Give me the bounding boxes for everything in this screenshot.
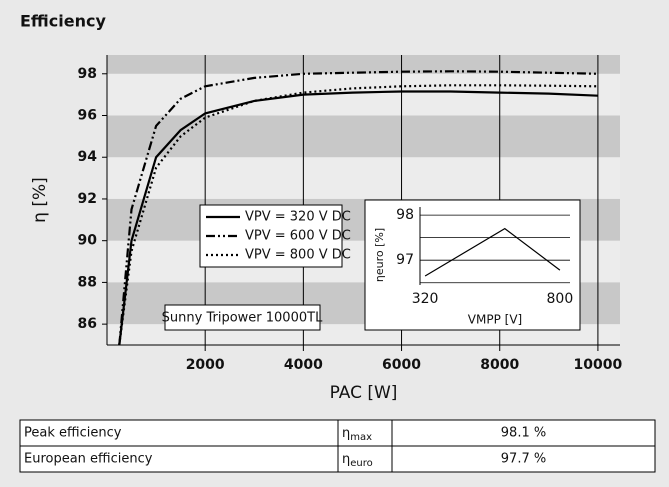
y-tick-label: 94 — [78, 149, 98, 165]
inset-x-tick-label: 800 — [547, 291, 574, 307]
legend-label: VPV = 600 V DC — [245, 229, 351, 244]
row-label: European efficiency — [24, 452, 153, 467]
symbol: η — [342, 452, 350, 467]
row-symbol: ηmax — [342, 426, 372, 444]
inset-x-label: VMPP [V] — [468, 313, 522, 327]
row-value: 97.7 % — [501, 452, 546, 467]
x-tick-label: 8000 — [480, 357, 519, 373]
subscript: euro — [350, 458, 373, 469]
series-line — [424, 227, 561, 277]
series-line — [118, 90, 598, 345]
legend-label: VPV = 800 V DC — [245, 248, 351, 263]
y-tick-label: 98 — [78, 66, 97, 82]
inset-y-label: ηeuro [%] — [373, 228, 386, 282]
y-tick-label: 90 — [78, 233, 98, 249]
y-axis-label: η [%] — [30, 177, 50, 223]
legend-label: VPV = 320 V DC — [245, 210, 351, 225]
symbol: η — [342, 426, 350, 441]
subscript: max — [350, 432, 372, 443]
y-tick-label: 96 — [78, 108, 97, 124]
band — [107, 115, 620, 158]
y-tick-label: 88 — [78, 274, 97, 290]
inset-y-tick-label: 97 — [396, 252, 414, 268]
annotation: Sunny Tripower 10000TL — [162, 311, 323, 326]
x-tick-label: 2000 — [186, 357, 225, 373]
x-tick-label: 4000 — [284, 357, 323, 373]
x-axis-label: PAC [W] — [330, 383, 398, 403]
row-label: Peak efficiency — [24, 426, 122, 441]
y-tick-label: 92 — [78, 191, 97, 207]
series-line — [118, 84, 598, 345]
inset-y-tick-label: 98 — [396, 207, 414, 223]
y-tick-label: 86 — [78, 316, 97, 332]
x-tick-label: 10000 — [574, 357, 623, 373]
inset-box — [364, 199, 581, 331]
row-value: 98.1 % — [501, 426, 546, 441]
band — [107, 55, 620, 74]
row-symbol: ηeuro — [342, 452, 373, 470]
inset-x-tick-label: 320 — [412, 291, 439, 307]
annotation-box — [164, 304, 321, 331]
title: Efficiency — [20, 12, 106, 31]
x-tick-label: 6000 — [382, 357, 421, 373]
series-line — [118, 70, 598, 345]
